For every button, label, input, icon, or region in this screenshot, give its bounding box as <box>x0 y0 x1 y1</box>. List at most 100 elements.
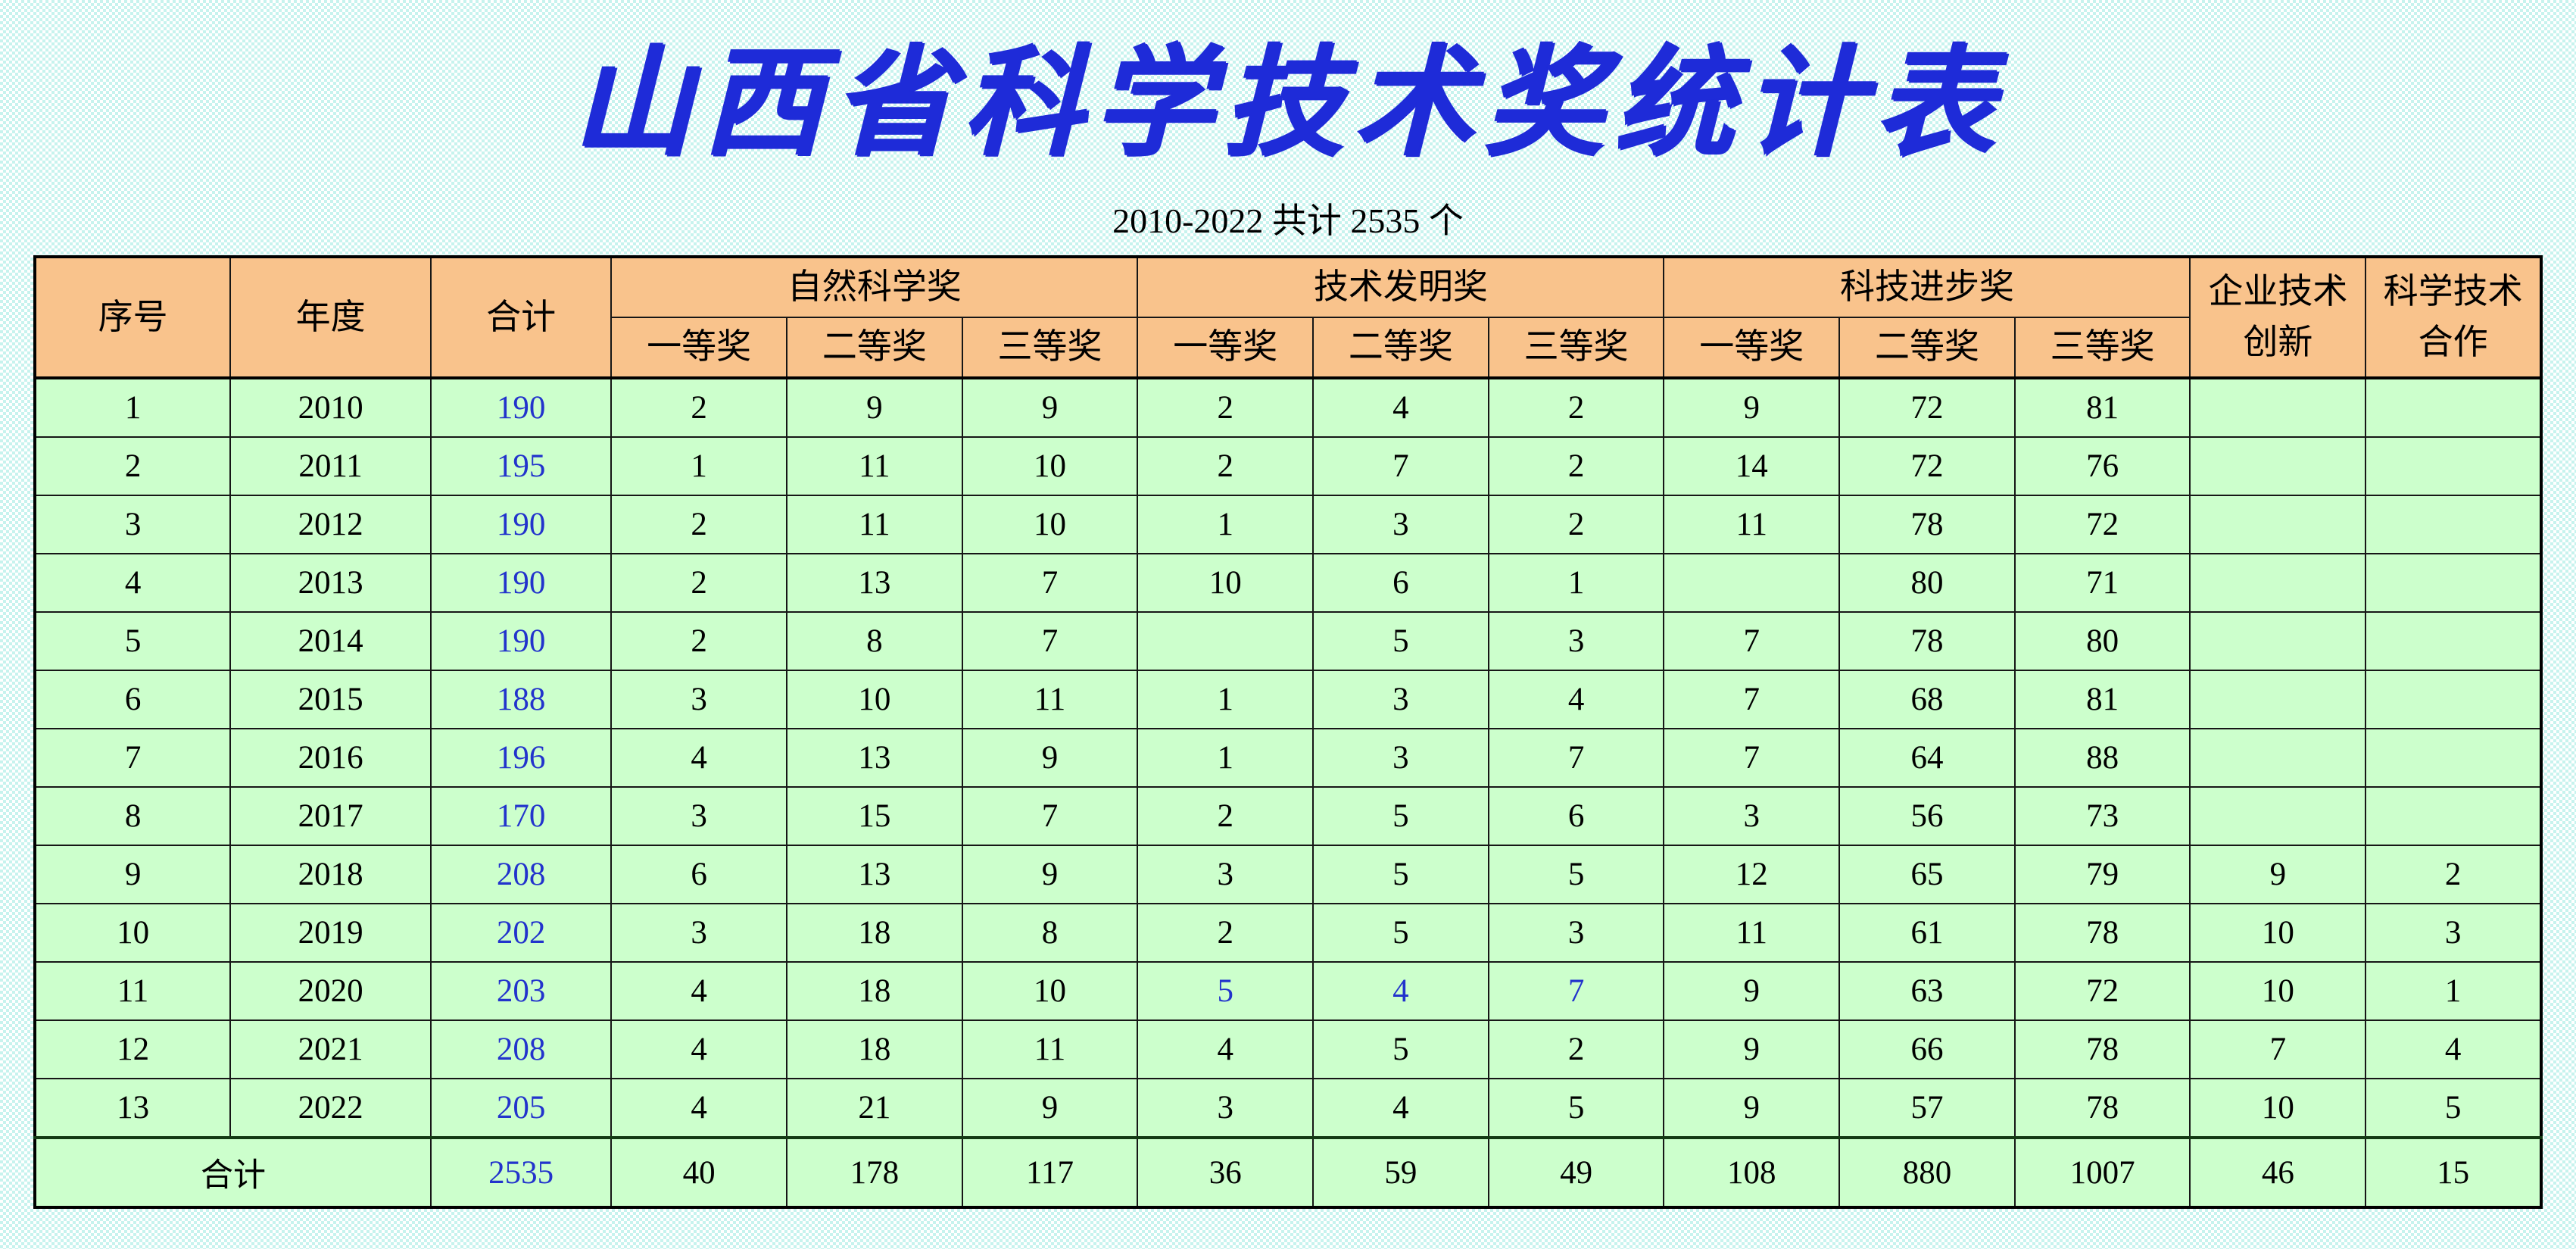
cell-value: 9 <box>1663 1078 1841 1138</box>
cell-value: 72 <box>1838 436 2016 496</box>
total-value: 108 <box>1663 1136 1841 1208</box>
cell-value: 3 <box>2365 903 2542 963</box>
table-row: 12 2021 208 4 18 11 4 5 2 9 66 78 7 4 <box>33 1019 2542 1079</box>
header-row-grades: 一等奖 二等奖 三等奖 一等奖 二等奖 三等奖 一等奖 二等奖 三等奖 <box>35 317 2541 379</box>
cell-value: 88 <box>2013 728 2191 788</box>
total-value: 36 <box>1137 1136 1315 1208</box>
cell-value: 4 <box>610 728 787 788</box>
cell-value: 65 <box>1838 845 2016 904</box>
cell-value: 3 <box>1487 903 1665 963</box>
cell-value: 7 <box>1663 611 1841 671</box>
cell-value: 15 <box>785 786 963 846</box>
cell-value: 9 <box>961 1078 1139 1138</box>
cell-value: 78 <box>2013 1019 2191 1079</box>
cell-value: 72 <box>2013 961 2191 1021</box>
cell-value: 9 <box>961 845 1139 904</box>
cell-total: 202 <box>429 903 613 963</box>
cell-serial: 7 <box>33 728 232 788</box>
cell-value: 2 <box>610 376 787 438</box>
cell-value: 64 <box>1838 728 2016 788</box>
cell-value <box>2365 786 2542 846</box>
table-header: 序号 年度 合计 自然科学奖 技术发明奖 科技进步奖 企业技术 创新 科学技术 … <box>33 256 2542 379</box>
cell-value: 2 <box>1137 436 1315 496</box>
cell-value <box>2365 376 2542 438</box>
cell-value: 4 <box>1487 670 1665 729</box>
cell-value: 4 <box>610 1078 787 1138</box>
cell-value: 80 <box>2013 611 2191 671</box>
cell-value <box>2189 670 2367 729</box>
table-row: 6 2015 188 3 10 11 1 3 4 7 68 81 <box>33 670 2542 729</box>
table-row: 4 2013 190 2 13 7 10 6 1 80 71 <box>33 553 2542 613</box>
cell-value: 68 <box>1838 670 2016 729</box>
cell-value <box>2365 611 2542 671</box>
cell-value: 5 <box>1487 845 1665 904</box>
cell-value: 3 <box>1312 728 1489 788</box>
total-row: 合计 2535 40 178 117 36 59 49 108 880 1007 46 15 <box>34 1136 2542 1208</box>
cell-value: 7 <box>2189 1019 2367 1079</box>
cell-value <box>2189 728 2367 788</box>
cell-value: 7 <box>1487 961 1665 1021</box>
cell-value: 73 <box>2013 786 2191 846</box>
cell-total: 208 <box>429 845 613 904</box>
cell-value: 6 <box>1487 786 1665 846</box>
cell-total: 188 <box>429 670 613 729</box>
cell-year: 2010 <box>229 376 432 438</box>
grand-total: 2535 <box>429 1136 613 1208</box>
cell-value: 78 <box>1838 495 2016 554</box>
cell-serial: 8 <box>33 786 232 846</box>
cell-value: 11 <box>785 436 963 496</box>
col-header-enterprise-tech-innovation: 企业技术 创新 <box>2189 256 2367 379</box>
cell-value: 18 <box>785 1019 963 1079</box>
cell-value: 9 <box>1663 961 1841 1021</box>
cell-value: 8 <box>785 611 963 671</box>
cell-value: 3 <box>1137 1078 1315 1138</box>
cell-value: 78 <box>1838 611 2016 671</box>
cell-value: 2 <box>1487 376 1665 438</box>
col-subheader-sp-third-prize: 三等奖 <box>2013 317 2191 379</box>
cell-value: 10 <box>2189 903 2367 963</box>
cell-total: 195 <box>429 436 613 496</box>
cell-serial: 1 <box>33 376 232 438</box>
col-subheader-sp-second-prize: 二等奖 <box>1838 317 2016 379</box>
cell-value: 7 <box>961 553 1139 613</box>
total-value: 15 <box>2365 1136 2542 1208</box>
total-value: 1007 <box>2013 1136 2191 1208</box>
cell-value: 9 <box>2189 845 2367 904</box>
cell-value: 7 <box>961 611 1139 671</box>
cell-value: 79 <box>2013 845 2191 904</box>
cell-value: 72 <box>2013 495 2191 554</box>
cell-value: 7 <box>1663 670 1841 729</box>
table-row: 1 2010 190 2 9 9 2 4 2 9 72 81 <box>33 376 2542 438</box>
cell-total: 190 <box>429 611 613 671</box>
cell-value: 4 <box>1312 1078 1489 1138</box>
cell-value: 2 <box>1487 436 1665 496</box>
cell-value: 76 <box>2013 436 2191 496</box>
cell-serial: 11 <box>33 961 232 1021</box>
table-row: 11 2020 203 4 18 10 5 4 7 9 63 72 10 1 <box>33 961 2542 1021</box>
cell-value: 7 <box>1663 728 1841 788</box>
table-row: 5 2014 190 2 8 7 5 3 7 78 80 <box>33 611 2542 671</box>
cell-value: 4 <box>610 1019 787 1079</box>
cell-value: 8 <box>961 903 1139 963</box>
cell-value <box>2365 495 2542 554</box>
cooperation-line1: 科学技术 <box>2383 272 2523 311</box>
cell-serial: 13 <box>33 1078 232 1138</box>
cell-year: 2019 <box>229 903 432 963</box>
cell-value: 3 <box>1137 845 1315 904</box>
cell-year: 2011 <box>229 436 432 496</box>
cell-value: 5 <box>1137 961 1315 1021</box>
cell-value: 7 <box>1487 728 1665 788</box>
cell-value: 18 <box>785 961 963 1021</box>
cell-value: 9 <box>961 728 1139 788</box>
cell-value: 10 <box>1137 553 1315 613</box>
cell-value: 3 <box>610 670 787 729</box>
cell-value: 2 <box>610 553 787 613</box>
cell-value: 1 <box>1137 728 1315 788</box>
cell-value: 13 <box>785 728 963 788</box>
cell-value <box>2189 495 2367 554</box>
cell-value: 2 <box>610 611 787 671</box>
cell-value <box>2189 436 2367 496</box>
cell-serial: 9 <box>33 845 232 904</box>
col-subheader-ti-first-prize: 一等奖 <box>1137 317 1315 379</box>
cell-value: 4 <box>1312 376 1489 438</box>
